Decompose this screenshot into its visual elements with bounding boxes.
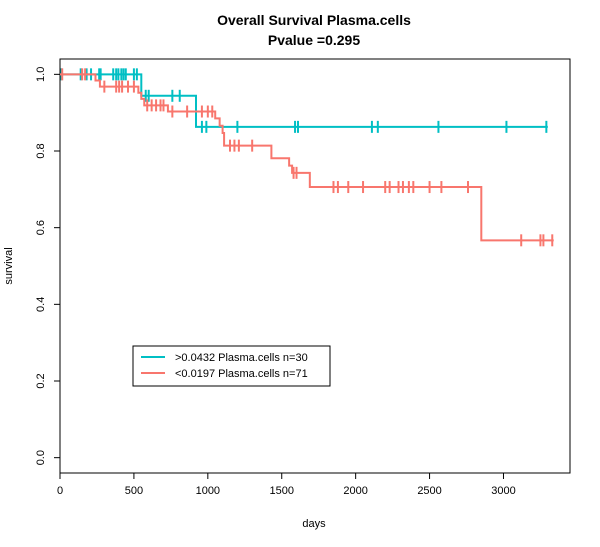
chart-subtitle-pvalue: Pvalue =0.295	[268, 32, 360, 48]
chart-title: Overall Survival Plasma.cells	[217, 12, 411, 28]
x-tick-label: 2500	[417, 485, 441, 497]
x-tick-label: 1500	[269, 485, 293, 497]
survival-curve-0	[60, 73, 548, 128]
survival-curves	[60, 68, 554, 247]
x-axis-label: days	[302, 518, 326, 530]
x-tick-label: 0	[57, 485, 63, 497]
y-tick-label: 1.0	[35, 67, 47, 82]
legend-label-low: <0.0197 Plasma.cells n=71	[175, 368, 308, 380]
legend-box	[132, 345, 331, 387]
y-tick-label: 0.4	[35, 297, 47, 312]
x-tick-label: 500	[125, 485, 143, 497]
y-axis-label: survival	[3, 247, 15, 284]
y-tick-label: 0.0	[35, 450, 47, 465]
x-axis: 0 500 1000 1500 2000 2500 3000	[57, 473, 516, 497]
legend: >0.0432 Plasma.cells n=30 <0.0197 Plasma…	[132, 345, 331, 387]
y-tick-label: 0.8	[35, 143, 47, 158]
plot-box	[59, 58, 571, 474]
survival-curve-1	[60, 73, 554, 242]
x-tick-label: 2000	[343, 485, 367, 497]
y-tick-label: 0.6	[35, 220, 47, 235]
y-axis: 0.0 0.2 0.4 0.6 0.8 1.0	[35, 67, 60, 465]
x-tick-label: 1000	[196, 485, 220, 497]
y-tick-label: 0.2	[35, 373, 47, 388]
x-tick-label: 3000	[491, 485, 515, 497]
legend-label-high: >0.0432 Plasma.cells n=30	[175, 352, 308, 364]
